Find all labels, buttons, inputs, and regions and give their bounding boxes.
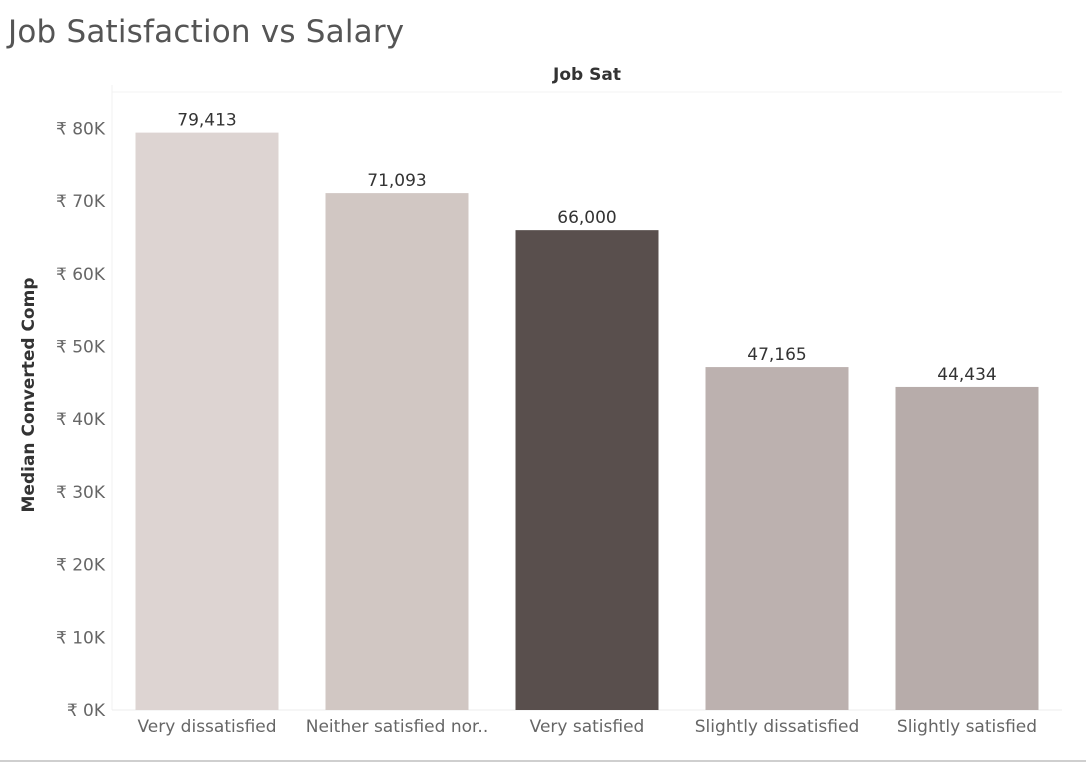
x-axis-title: Job Sat: [552, 65, 621, 85]
x-category-label: Very satisfied: [530, 717, 645, 737]
bar-value-label: 44,434: [937, 365, 996, 385]
y-tick-label: ₹ 10K: [56, 628, 106, 648]
x-category-label: Slightly dissatisfied: [695, 717, 860, 737]
bar-value-label: 47,165: [747, 345, 806, 365]
bar-value-label: 71,093: [367, 171, 426, 191]
x-category-label: Neither satisfied nor..: [306, 717, 488, 737]
y-tick-label: ₹ 0K: [67, 701, 106, 721]
bar[interactable]: [515, 230, 659, 710]
bar[interactable]: [895, 386, 1039, 710]
x-category-label: Very dissatisfied: [137, 717, 276, 737]
y-tick-label: ₹ 80K: [56, 119, 106, 139]
bar-value-label: 66,000: [557, 208, 616, 228]
bar[interactable]: [325, 193, 469, 711]
bar-value-label: 79,413: [177, 111, 236, 131]
x-category-label: Slightly satisfied: [897, 717, 1037, 737]
y-tick-label: ₹ 70K: [56, 192, 106, 212]
y-tick-label: ₹ 30K: [56, 483, 106, 503]
y-tick-label: ₹ 20K: [56, 556, 106, 576]
bar[interactable]: [135, 132, 279, 710]
y-tick-label: ₹ 50K: [56, 337, 106, 357]
y-tick-label: ₹ 40K: [56, 410, 106, 430]
y-axis-title: Median Converted Comp: [19, 278, 39, 513]
bar[interactable]: [705, 367, 849, 710]
chart-title: Job Satisfaction vs Salary: [8, 14, 405, 50]
y-tick-label: ₹ 60K: [56, 265, 106, 285]
